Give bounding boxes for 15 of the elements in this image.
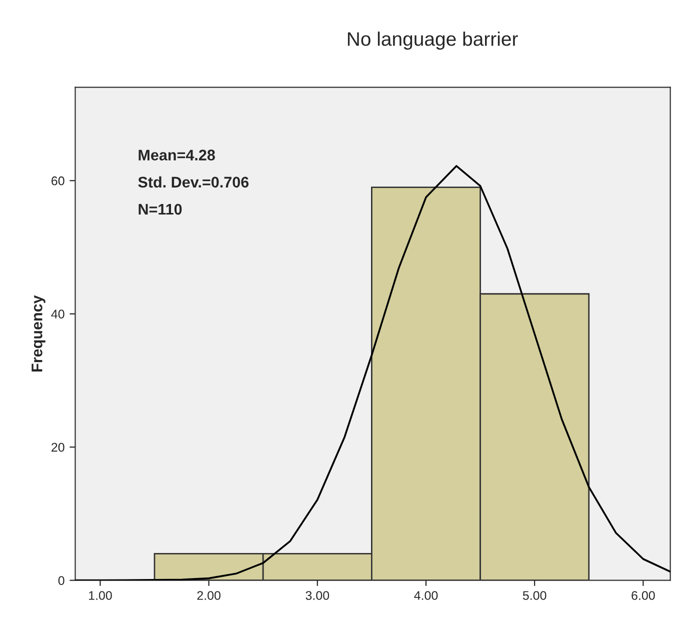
- annotation: Mean=4.28: [138, 150, 215, 160]
- x-tick-label: 2.00: [197, 591, 220, 600]
- annotation: Std. Dev.=0.706: [138, 176, 249, 188]
- y-tick-label: 20: [52, 442, 64, 452]
- x-tick-label: 6.00: [632, 591, 655, 600]
- chart-title: No language barrier: [348, 32, 518, 50]
- annotation: N=110: [138, 204, 182, 215]
- x-tick-label: 1.00: [89, 591, 112, 600]
- y-tick-label: 0: [58, 576, 64, 585]
- x-tick-label: 3.00: [306, 591, 330, 600]
- y-tick-label: 60: [52, 176, 64, 186]
- x-tick-label: 5.00: [522, 591, 546, 600]
- x-tick-label: 4.00: [414, 591, 438, 600]
- y-axis-title: Frequency: [32, 295, 46, 372]
- y-tick-label: 40: [51, 310, 64, 319]
